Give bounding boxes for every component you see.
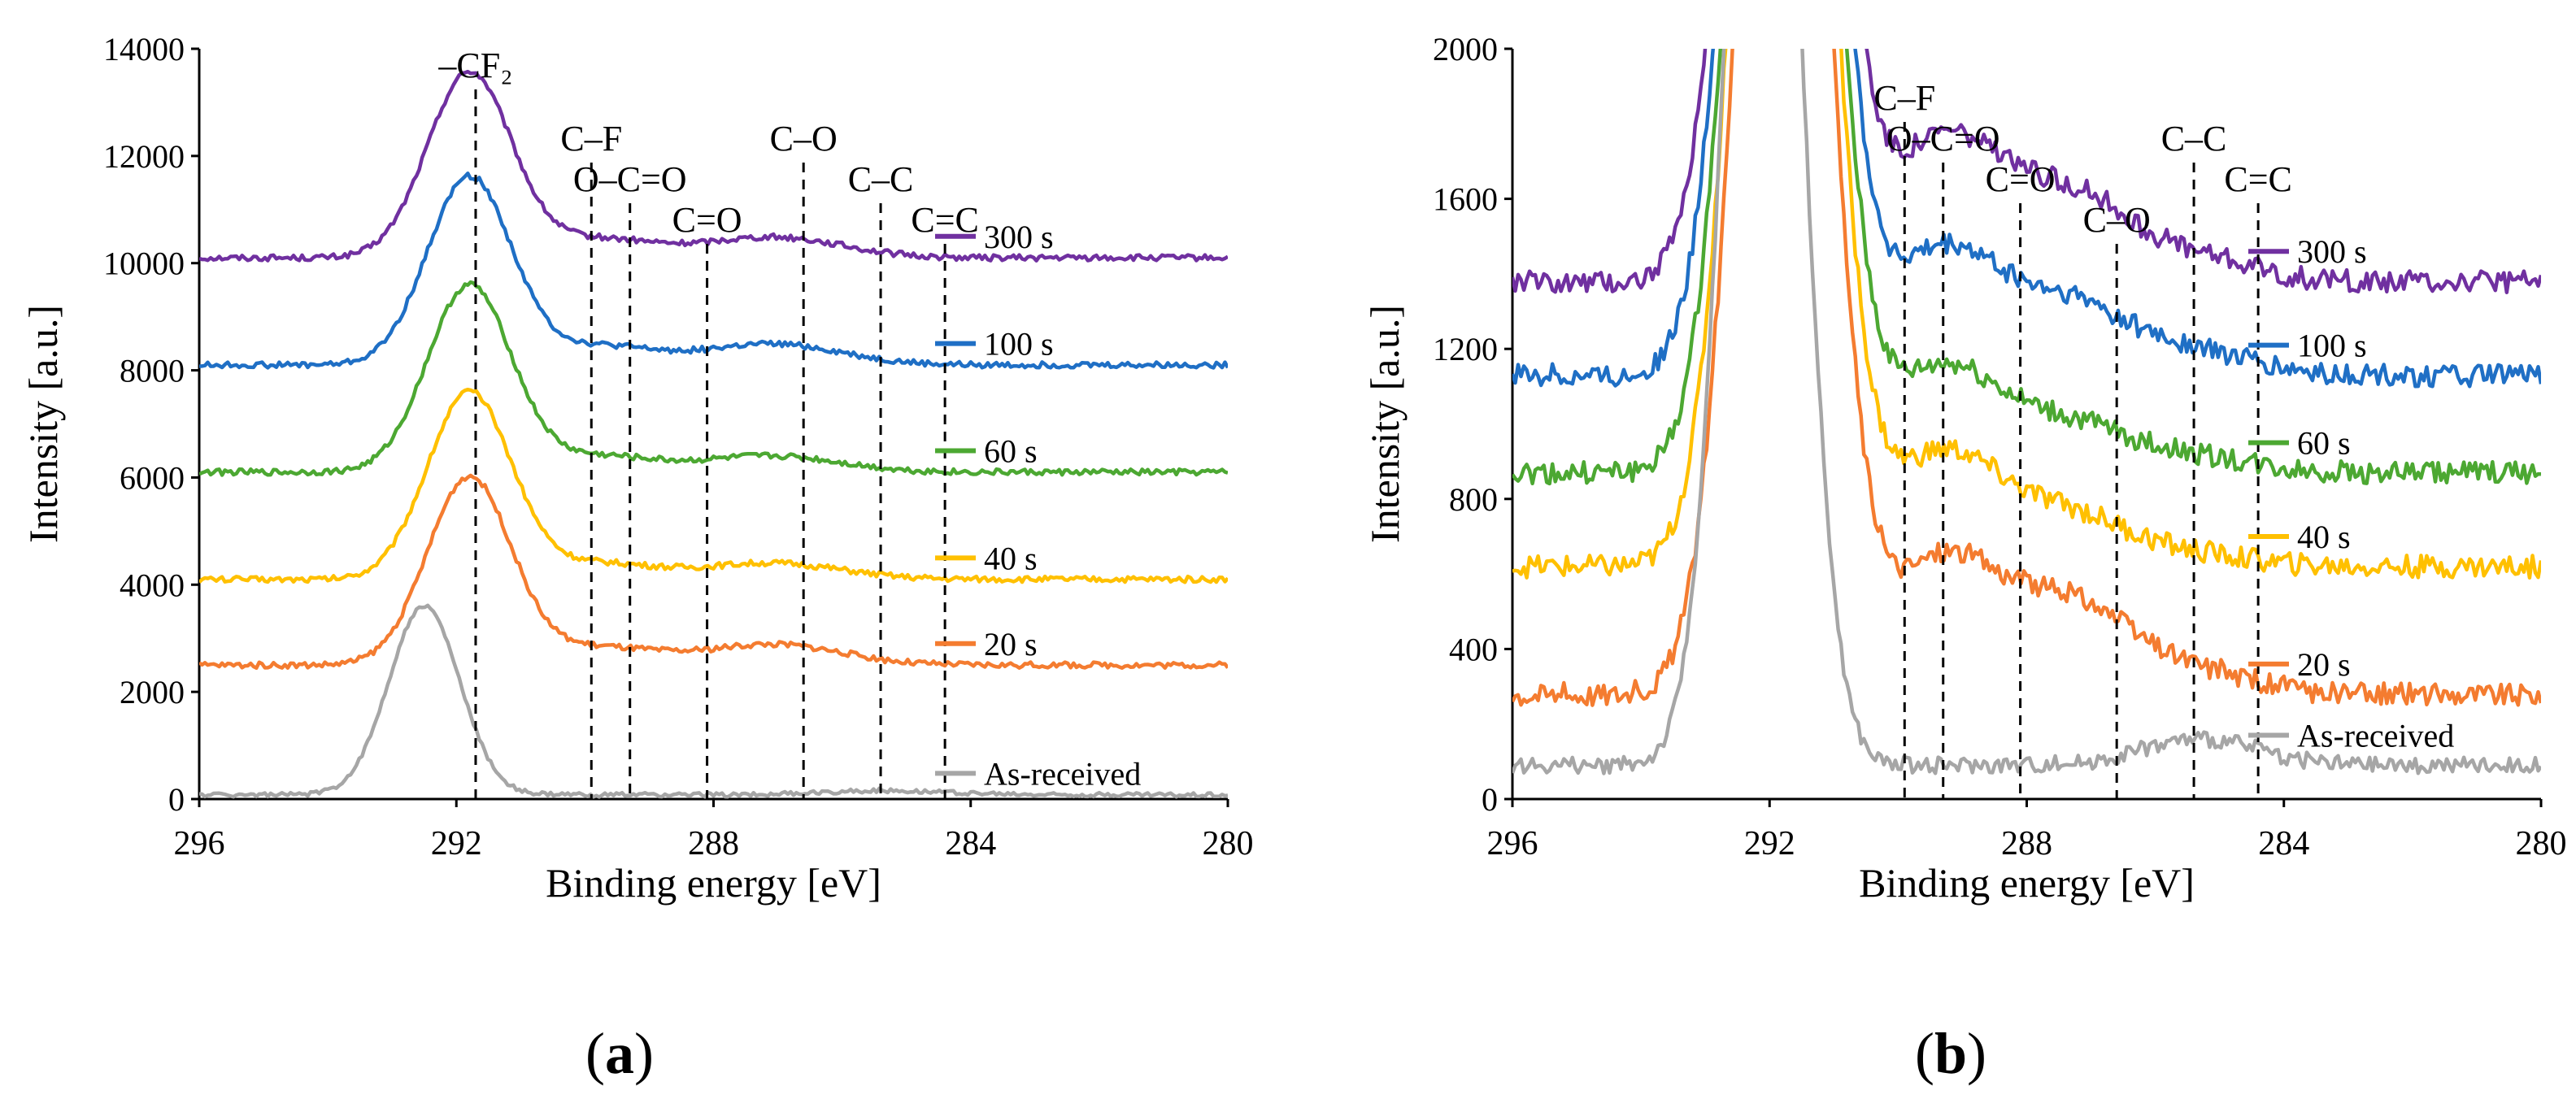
x-tick-label: 288 (2001, 825, 2052, 862)
legend-label: As-received (984, 755, 1141, 792)
series-line-40-s (1512, 49, 2541, 580)
series-line-60-s (199, 280, 1228, 477)
y-tick-label: 800 (1449, 481, 1498, 518)
y-tick-label: 2000 (120, 674, 185, 710)
y-tick-label: 4000 (120, 567, 185, 603)
legend-label: 40 s (2297, 519, 2351, 555)
peak-label: C–F (1873, 78, 1935, 118)
panel-label-a: (a) (585, 1021, 654, 1086)
peak-label: C=O (672, 200, 742, 240)
peak-label: –CF₂ (437, 46, 512, 85)
series-line-20-s (199, 473, 1228, 671)
peak-label: C–C (2161, 119, 2227, 159)
chart-b: 0 400 800 1200 1600 2000 296 292 288 284 280 Bindin… (1362, 31, 2567, 906)
x-tick-label: 292 (431, 825, 482, 862)
series-line-100-s (199, 172, 1228, 370)
legend-label: 100 s (984, 326, 1054, 363)
peak-label: C–C (848, 159, 914, 199)
series-line-as-received (1512, 49, 2541, 775)
y-tick-label: 10000 (103, 245, 185, 282)
y-tick-label: 6000 (120, 459, 185, 496)
x-tick-label: 292 (1744, 825, 1795, 862)
y-tick-label: 8000 (120, 353, 185, 389)
peak-label: C=O (1986, 159, 2056, 199)
x-tick-label: 280 (1203, 825, 1254, 862)
x-axis-label: Binding energy [eV] (1859, 860, 2195, 906)
legend-label: 300 s (2297, 233, 2367, 270)
peak-label: O–C=O (1886, 119, 2000, 159)
series-line-20-s (1512, 49, 2541, 707)
legend-label: 20 s (2297, 646, 2351, 683)
y-tick-label: 2000 (1433, 31, 1498, 67)
series-line-40-s (199, 387, 1228, 584)
y-tick-label: 12000 (103, 138, 185, 175)
legend-label: As-received (2297, 718, 2454, 754)
panel-label-b: (b) (1915, 1021, 1987, 1086)
peak-label: C–O (2083, 200, 2151, 240)
legend-label: 60 s (2297, 425, 2351, 462)
y-tick-label: 14000 (103, 31, 185, 67)
peak-label: C=C (911, 200, 979, 240)
series-line-100-s (1512, 49, 2541, 389)
y-tick-label: 1600 (1433, 181, 1498, 218)
series-group (199, 69, 1228, 799)
y-tick-label: 400 (1449, 631, 1498, 667)
series-line-as-received (199, 603, 1228, 799)
x-axis-label: Binding energy [eV] (546, 860, 881, 906)
y-tick-label: 0 (168, 781, 185, 818)
x-tick-label: 296 (1487, 825, 1538, 862)
x-tick-label: 280 (2516, 825, 2567, 862)
y-axis-label: Intensity [a.u.] (20, 305, 66, 543)
series-line-60-s (1512, 49, 2541, 486)
series-line-300-s (199, 69, 1228, 263)
legend-label: 60 s (984, 432, 1038, 469)
chart-a: 0 2000 4000 6000 8000 10000 12000 14000 296 292 28… (20, 31, 1254, 906)
y-tick-label: 0 (1482, 781, 1498, 818)
peak-label: C–O (770, 119, 838, 159)
series-line-300-s (1512, 49, 2541, 294)
x-tick-label: 284 (2258, 825, 2309, 862)
legend-label: 40 s (984, 540, 1038, 576)
y-axis-label: Intensity [a.u.] (1362, 305, 1408, 543)
panel-label-b-letter: b (1934, 1021, 1968, 1086)
peak-label: O–C=O (573, 159, 687, 199)
x-tick-label: 288 (688, 825, 739, 862)
legend-label: 300 s (984, 219, 1054, 255)
legend-label: 100 s (2297, 328, 2367, 364)
panel-label-a-letter: a (604, 1021, 634, 1086)
legend-label: 20 s (984, 626, 1038, 662)
x-tick-label: 296 (174, 825, 225, 862)
x-tick-label: 284 (945, 825, 996, 862)
series-group (1512, 49, 2541, 775)
y-tick-label: 1200 (1433, 331, 1498, 367)
peak-label: C=C (2224, 159, 2292, 199)
peak-label: C–F (560, 119, 622, 159)
